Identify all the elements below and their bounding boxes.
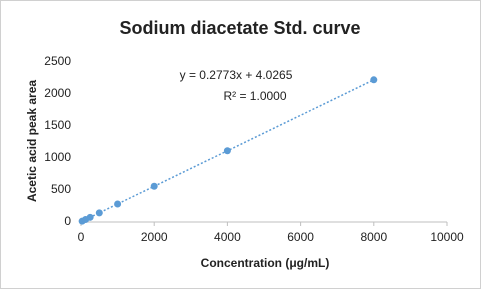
data-point (370, 76, 378, 84)
chart-title: Sodium diacetate Std. curve (119, 18, 360, 38)
data-point (223, 147, 231, 155)
y-tick-label: 0 (64, 214, 71, 228)
x-tick-label: 2000 (141, 230, 168, 244)
y-tick-label: 1500 (44, 118, 71, 132)
y-tick-label: 2500 (44, 54, 71, 68)
x-tick-label: 10000 (430, 230, 464, 244)
y-axis-label: Acetic acid peak area (25, 80, 39, 202)
x-axis-label: Concentration (μg/mL) (201, 256, 330, 270)
data-point (95, 209, 103, 217)
y-tick-label: 2000 (44, 86, 71, 100)
data-point (114, 200, 122, 208)
data-point (150, 182, 158, 190)
data-point (86, 213, 94, 221)
x-tick-label: 4000 (214, 230, 241, 244)
r-squared: R² = 1.0000 (223, 89, 286, 103)
x-tick-label: 6000 (287, 230, 314, 244)
x-tick-label: 8000 (360, 230, 387, 244)
y-tick-label: 1000 (44, 150, 71, 164)
y-tick-label: 500 (51, 182, 71, 196)
x-tick-label: 0 (78, 230, 85, 244)
trendline-equation: y = 0.2773x + 4.0265 (180, 68, 293, 82)
